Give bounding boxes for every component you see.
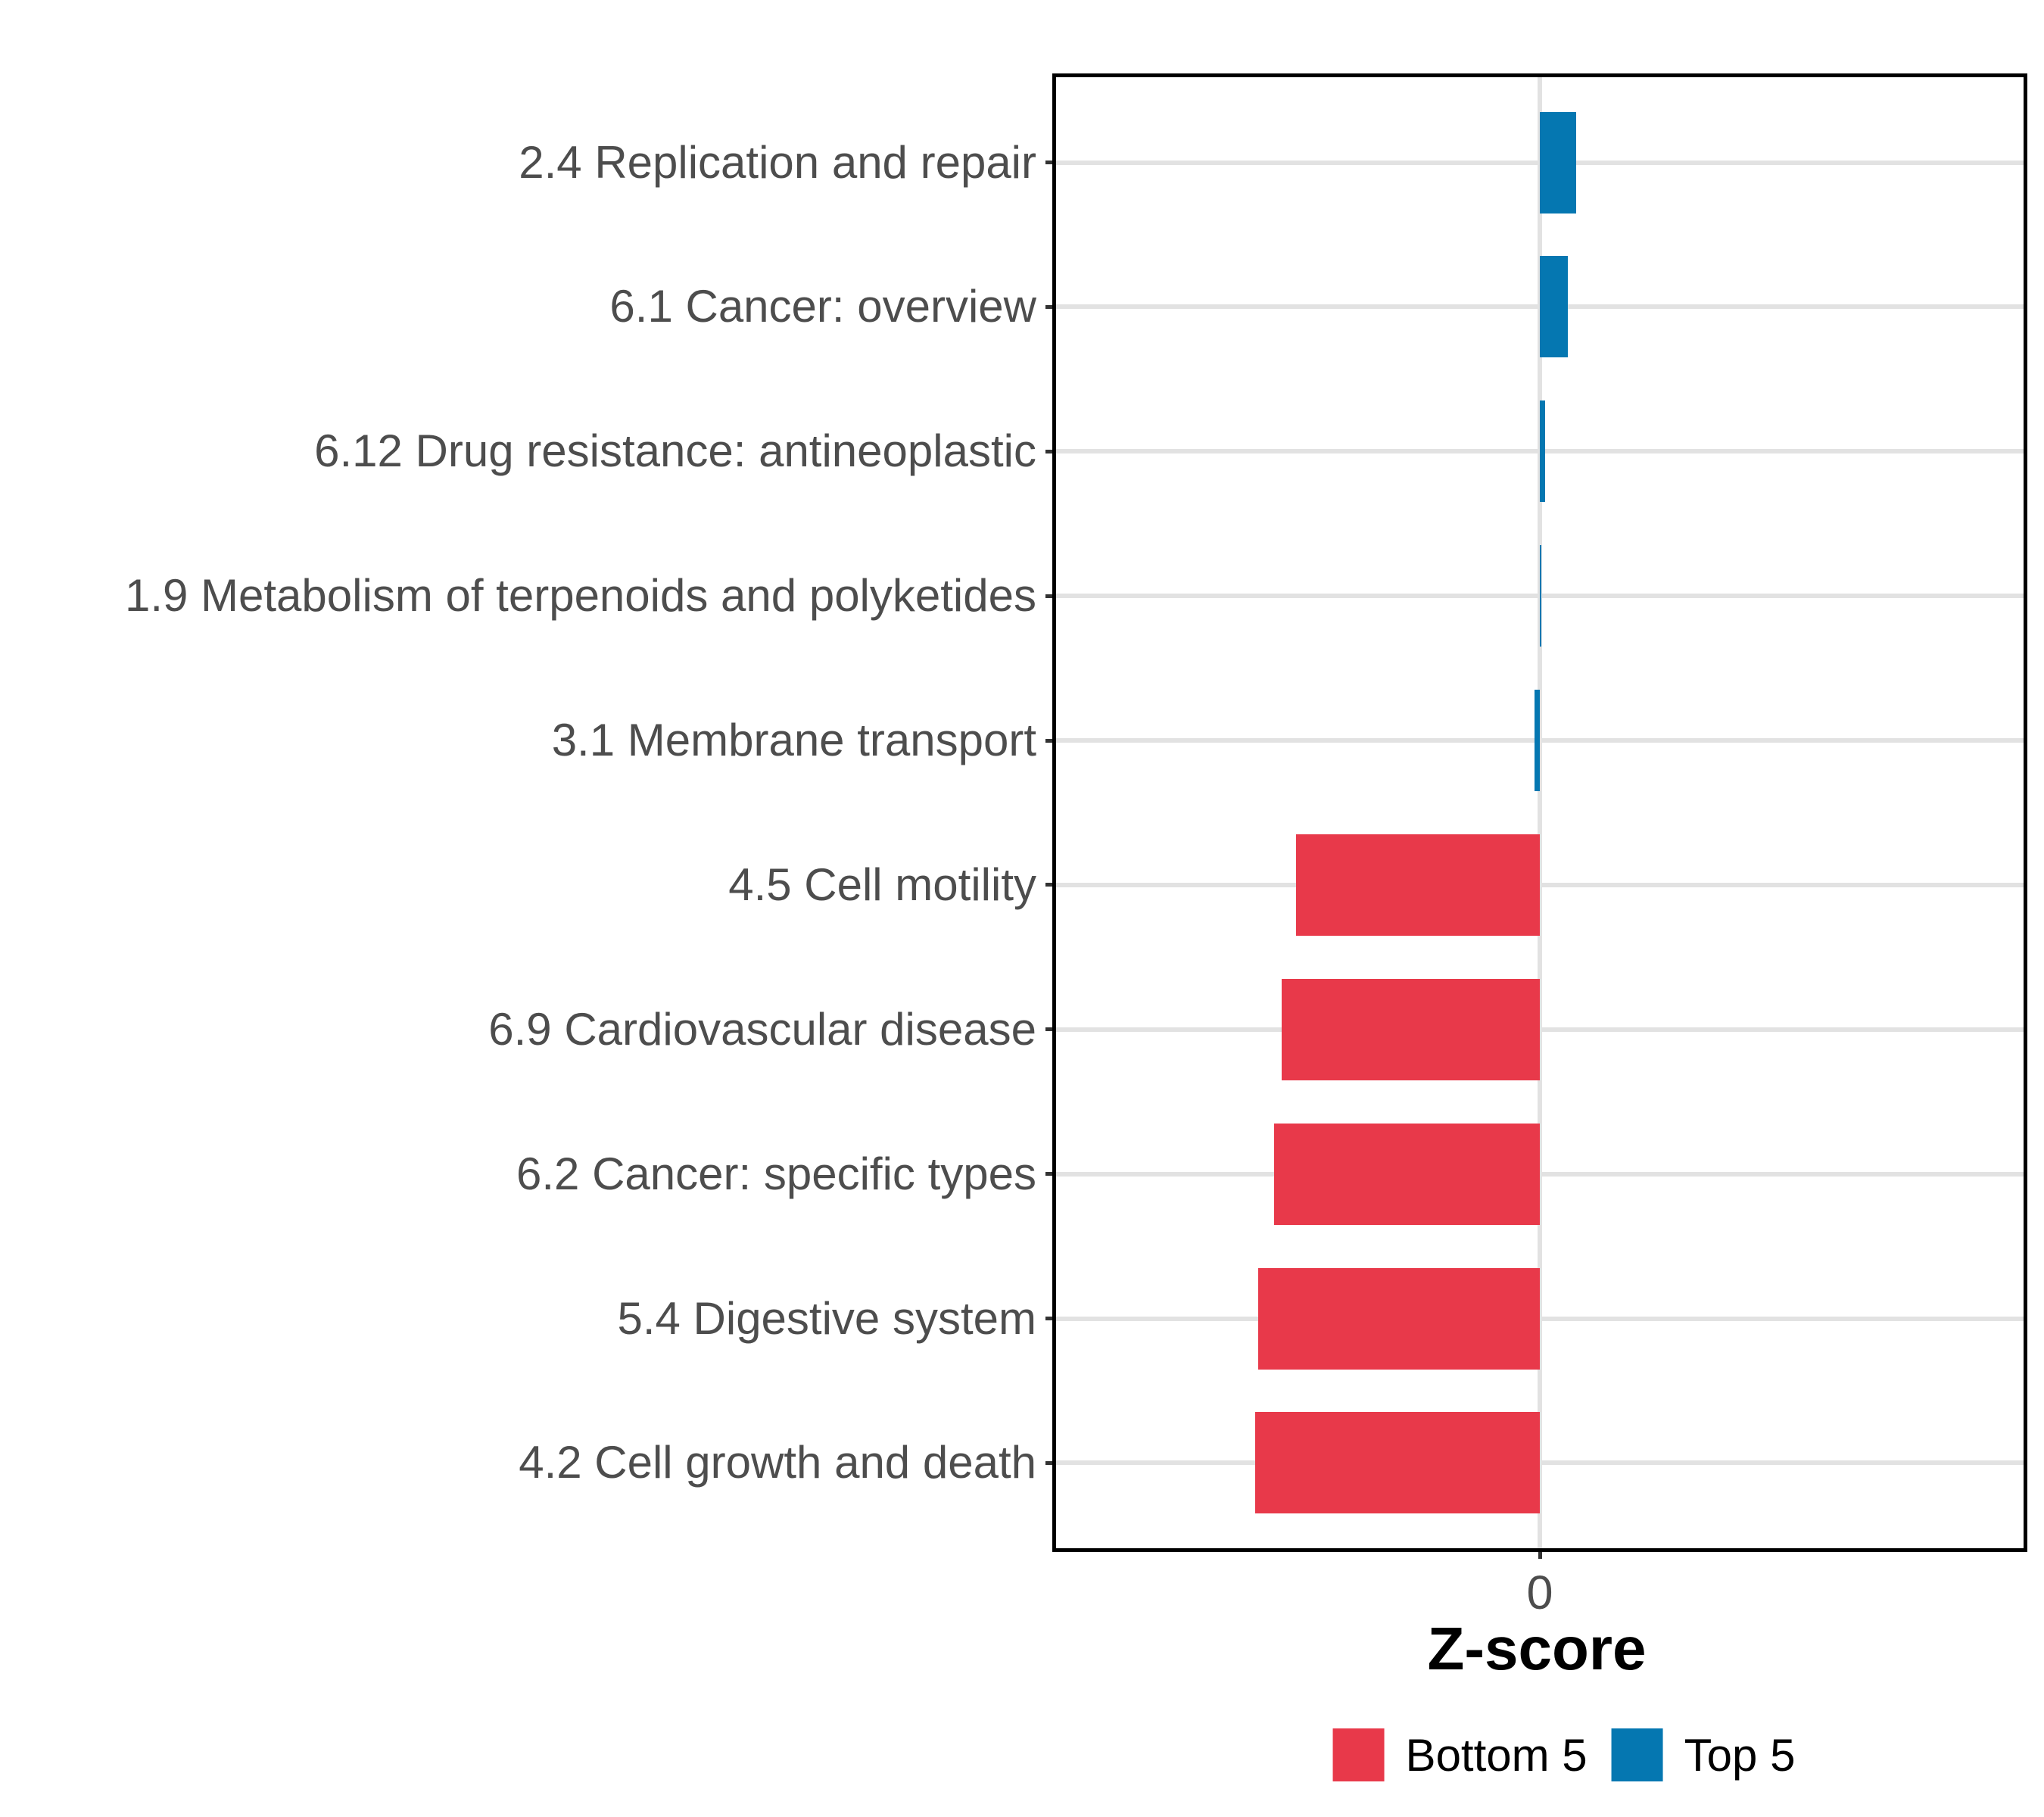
category-tick: [1045, 161, 1055, 165]
category-label: 6.2 Cancer: specific types: [516, 1148, 1036, 1199]
bar: [1254, 1412, 1540, 1514]
category-tick: [1045, 304, 1055, 309]
legend-item-top-5: Top 5: [1611, 1728, 1796, 1781]
category-label: 5.4 Digestive system: [617, 1292, 1036, 1344]
category-tick: [1045, 1172, 1055, 1177]
bar: [1540, 256, 1569, 358]
horizontal-gridline: [1055, 1460, 2025, 1466]
category-label: 3.1 Membrane transport: [551, 715, 1036, 766]
category-tick: [1045, 738, 1055, 743]
zero-gridline: [1538, 76, 1542, 1550]
category-label: 1.9 Metabolism of terpenoids and polyket…: [124, 570, 1036, 622]
bar: [1540, 545, 1541, 647]
category-label: 6.1 Cancer: overview: [609, 281, 1036, 332]
category-label: 6.9 Cardiovascular disease: [488, 1003, 1036, 1055]
horizontal-gridline: [1055, 882, 2025, 887]
category-tick: [1045, 594, 1055, 598]
x-axis-tick: [1538, 1550, 1542, 1559]
legend-label: Top 5: [1684, 1729, 1796, 1781]
horizontal-gridline: [1055, 738, 2025, 743]
bar: [1274, 1123, 1540, 1225]
x-tick-label-zero: 0: [1526, 1566, 1553, 1619]
horizontal-gridline: [1055, 1316, 2025, 1321]
legend: Bottom 5 Top 5: [1332, 1728, 1796, 1781]
bar: [1540, 400, 1545, 503]
bar: [1540, 111, 1576, 213]
category-label: 4.2 Cell growth and death: [519, 1437, 1036, 1488]
bar: [1535, 690, 1540, 792]
category-tick: [1045, 449, 1055, 453]
x-axis-title: Z-score: [1427, 1615, 1647, 1682]
horizontal-gridline: [1055, 1171, 2025, 1177]
horizontal-gridline: [1055, 1027, 2025, 1032]
bar: [1258, 1267, 1540, 1370]
bar: [1281, 978, 1540, 1080]
category-tick: [1045, 1027, 1055, 1032]
category-label: 6.12 Drug resistance: antineoplastic: [314, 425, 1036, 477]
bar: [1296, 834, 1540, 936]
category-label: 4.5 Cell motility: [728, 859, 1036, 910]
category-tick: [1045, 1460, 1055, 1465]
legend-item-bottom-5: Bottom 5: [1332, 1728, 1588, 1781]
legend-label: Bottom 5: [1405, 1729, 1588, 1781]
legend-key-bottom-5: [1332, 1728, 1385, 1781]
category-label: 2.4 Replication and repair: [519, 136, 1036, 188]
category-tick: [1045, 883, 1055, 887]
category-tick: [1045, 1317, 1055, 1321]
legend-key-top-5: [1611, 1728, 1663, 1781]
